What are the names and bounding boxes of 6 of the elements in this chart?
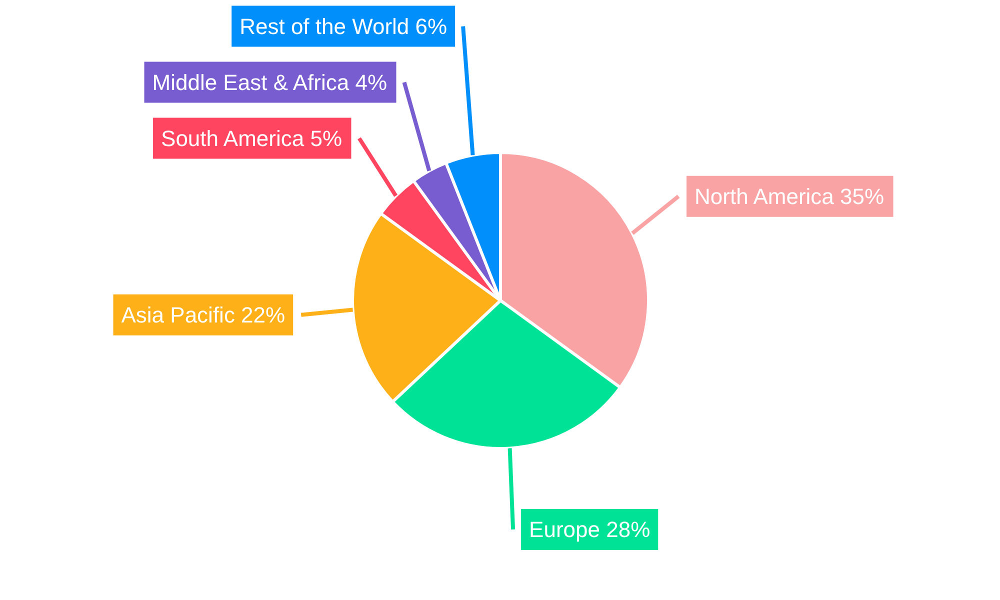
slice-label: Rest of the World 6% [240, 14, 448, 39]
slice-label: Middle East & Africa 4% [152, 70, 388, 95]
slice-label: Asia Pacific 22% [121, 302, 286, 328]
slice-label: South America 5% [161, 126, 342, 151]
slice-label: North America 35% [694, 184, 884, 209]
slice-label: Europe 28% [529, 516, 650, 542]
